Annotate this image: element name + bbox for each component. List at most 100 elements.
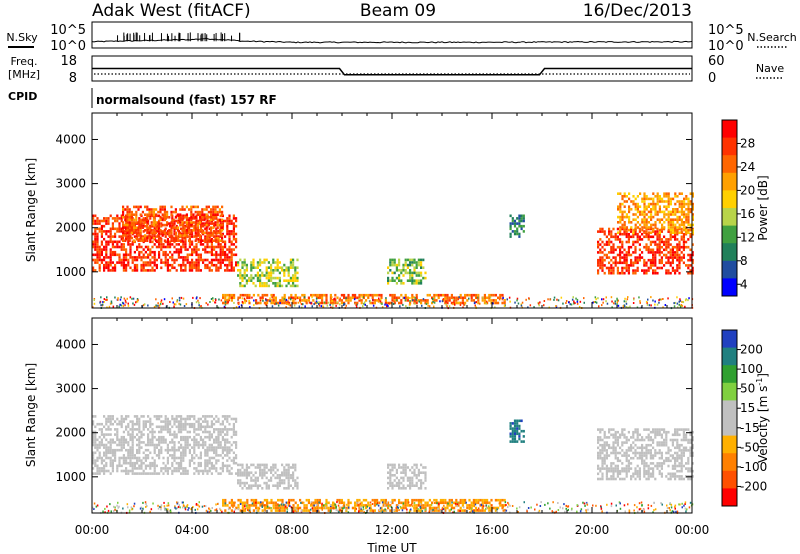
scatter-cell <box>571 298 574 301</box>
scatter-cell <box>597 264 600 267</box>
scatter-cell <box>237 481 240 485</box>
scatter-cell <box>218 218 221 222</box>
scatter-cell <box>466 506 469 510</box>
scatter-cell <box>627 464 630 468</box>
scatter-cell <box>221 222 224 225</box>
scatter-cell <box>257 301 260 305</box>
scatter-cell <box>619 446 622 450</box>
scatter-cell <box>279 506 282 510</box>
scatter-cell <box>509 222 512 225</box>
scatter-cell <box>283 506 286 510</box>
scatter-cell <box>313 303 315 306</box>
scatter-cell <box>208 266 211 270</box>
scatter-cell <box>158 435 161 439</box>
scatter-cell <box>107 263 110 267</box>
scatter-cell <box>654 195 657 198</box>
scatter-cell <box>195 245 198 249</box>
scatter-cell <box>597 269 600 272</box>
scatter-cell <box>94 461 97 465</box>
scatter-cell <box>183 226 186 229</box>
scatter-cell <box>226 433 229 436</box>
scatter-cell <box>191 248 194 251</box>
scatter-cell <box>243 297 246 300</box>
scatter-cell <box>645 235 648 239</box>
scatter-cell <box>204 417 207 421</box>
scatter-cell <box>516 217 519 220</box>
scatter-cell <box>641 218 644 221</box>
scatter-cell <box>645 213 648 216</box>
scatter-cell <box>215 245 218 249</box>
scatter-cell <box>482 296 484 299</box>
scatter-cell <box>652 200 655 203</box>
scatter-cell <box>281 498 284 502</box>
scatter-cell <box>122 229 125 232</box>
scatter-cell <box>133 229 136 232</box>
scatter-cell <box>246 506 249 510</box>
scatter-cell <box>455 501 458 505</box>
scatter-cell <box>680 231 683 234</box>
scatter-cell <box>261 296 264 300</box>
scatter-cell <box>402 479 405 482</box>
scatter-cell <box>634 223 637 227</box>
scatter-cell <box>667 238 670 241</box>
scatter-cell <box>652 251 655 254</box>
scatter-cell <box>94 438 97 442</box>
scatter-cell <box>691 213 694 216</box>
scatter-cell <box>667 226 670 229</box>
scatter-cell <box>415 476 418 480</box>
scatter-cell <box>602 298 605 301</box>
scatter-cell <box>267 468 270 472</box>
scatter-cell <box>654 230 657 233</box>
scatter-cell <box>654 251 657 254</box>
scatter-cell <box>164 420 167 423</box>
scatter-cell <box>129 433 132 436</box>
scatter-cell <box>208 269 211 272</box>
scatter-cell <box>114 219 117 223</box>
scatter-cell <box>417 274 420 277</box>
scatter-cell <box>406 258 409 262</box>
scatter-cell <box>140 258 143 262</box>
scatter-cell <box>169 256 172 259</box>
scatter-cell <box>138 451 141 455</box>
scatter-cell <box>146 213 149 216</box>
scatter-cell <box>218 231 221 235</box>
scatter-cell <box>182 467 185 470</box>
scatter-cell <box>619 469 622 473</box>
scatter-cell <box>241 463 244 467</box>
scatter-cell <box>98 258 101 262</box>
scatter-cell <box>243 263 246 267</box>
scatter-cell <box>166 269 169 272</box>
scatter-cell <box>669 228 672 232</box>
scatter-cell <box>190 229 193 232</box>
scatter-cell <box>144 456 147 460</box>
scatter-cell <box>614 430 617 434</box>
scatter-cell <box>210 237 213 241</box>
scatter-cell <box>118 448 121 452</box>
scatter-cell <box>687 264 690 267</box>
scatter-cell <box>395 509 398 512</box>
scatter-cell <box>125 456 128 460</box>
scatter-cell <box>634 248 637 252</box>
scatter-cell <box>254 481 257 485</box>
scatter-cell <box>395 296 398 300</box>
scatter-cell <box>393 258 396 262</box>
scatter-cell <box>219 222 222 225</box>
scatter-cell <box>153 243 156 246</box>
scatter-cell <box>610 258 613 262</box>
scatter-cell <box>420 481 423 485</box>
scatter-cell <box>166 210 169 214</box>
scatter-cell <box>164 263 167 267</box>
scatter-cell <box>424 299 427 302</box>
scatter-cell <box>608 238 611 241</box>
scatter-cell <box>230 435 233 439</box>
scatter-cell <box>206 448 209 452</box>
scatter-cell <box>120 456 123 460</box>
scatter-cell <box>176 299 179 302</box>
scatter-cell <box>235 417 238 421</box>
scatter-cell <box>100 248 103 251</box>
scatter-cell <box>153 459 156 462</box>
scatter-cell <box>226 441 229 444</box>
scatter-cell <box>155 235 158 238</box>
scatter-cell <box>645 232 648 236</box>
scatter-cell <box>129 454 132 457</box>
